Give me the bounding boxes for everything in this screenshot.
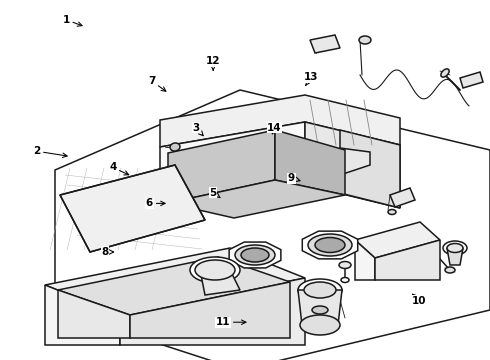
Ellipse shape [312,306,328,314]
Text: 2: 2 [33,146,67,157]
Ellipse shape [170,143,180,151]
Text: 11: 11 [216,317,246,327]
Polygon shape [310,35,340,53]
Polygon shape [298,290,342,325]
Ellipse shape [447,243,463,252]
Text: 4: 4 [109,162,129,175]
Polygon shape [120,278,305,345]
Text: 5: 5 [210,188,220,198]
Polygon shape [447,248,463,265]
Ellipse shape [195,260,235,280]
Ellipse shape [308,234,352,256]
Polygon shape [168,130,275,203]
Ellipse shape [441,69,449,77]
Ellipse shape [443,241,467,255]
Ellipse shape [315,238,345,252]
Polygon shape [355,222,440,258]
Polygon shape [229,242,281,268]
Text: 9: 9 [288,173,300,183]
Polygon shape [45,285,120,345]
Polygon shape [375,240,440,280]
Polygon shape [355,240,375,280]
Polygon shape [460,72,483,88]
Text: 3: 3 [193,123,203,136]
Ellipse shape [445,267,455,273]
Polygon shape [302,231,358,259]
Ellipse shape [235,245,275,265]
Polygon shape [58,257,290,315]
Text: 1: 1 [63,15,82,26]
Ellipse shape [341,278,349,283]
Polygon shape [390,188,415,207]
Text: 12: 12 [206,56,220,70]
Ellipse shape [241,248,269,262]
Ellipse shape [359,36,371,44]
Ellipse shape [339,261,351,269]
Ellipse shape [388,210,396,215]
Text: 6: 6 [146,198,165,208]
Polygon shape [340,130,400,208]
Ellipse shape [304,282,336,298]
Polygon shape [275,130,345,195]
Polygon shape [58,290,130,338]
Polygon shape [305,122,400,208]
Polygon shape [160,122,305,210]
Ellipse shape [298,279,342,301]
Polygon shape [168,180,345,218]
Polygon shape [130,282,290,338]
Ellipse shape [190,257,240,283]
Text: 10: 10 [412,294,426,306]
Text: 13: 13 [304,72,318,85]
Ellipse shape [300,315,340,335]
Text: 8: 8 [102,247,114,257]
Polygon shape [45,248,305,315]
Text: 14: 14 [267,123,282,134]
Polygon shape [160,95,400,147]
Polygon shape [200,270,240,295]
Polygon shape [60,165,205,252]
Text: 7: 7 [148,76,166,91]
Polygon shape [55,90,490,360]
